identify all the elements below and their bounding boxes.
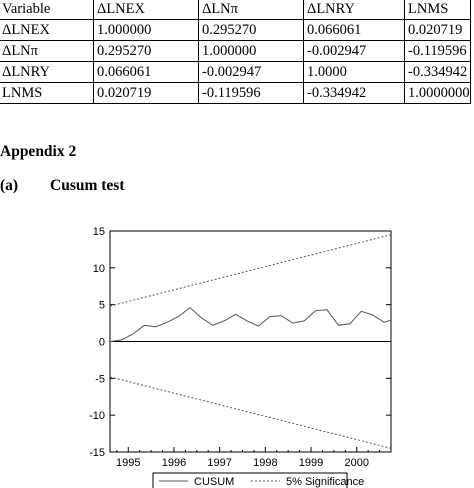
legend-label-significance: 5% Significance (286, 476, 364, 488)
table-row: ΔLNπ 0.295270 1.000000 -0.002947 -0.119596 (0, 40, 471, 62)
series-group (109, 234, 392, 449)
subsection-title: Cusum test (50, 177, 125, 194)
subsection-label: (a) (0, 177, 19, 194)
y-tick-label: 15 (93, 226, 105, 238)
x-tick-label: 1999 (299, 457, 323, 469)
lower-significance-line (109, 376, 392, 449)
table-row-label: LNMS (0, 82, 94, 104)
table-cell: 1.000000 (198, 40, 304, 62)
correlation-table: Variable ΔLNEX ΔLNπ ΔLNRY LNMS ΔLNEX 1.000000 0… (0, 0, 471, 104)
x-tick-label: 1997 (207, 457, 231, 469)
y-tick-label: 10 (93, 263, 105, 275)
y-tick-label: -15 (89, 447, 105, 459)
y-tick-label: -5 (95, 373, 105, 385)
table-header-row: Variable ΔLNEX ΔLNπ ΔLNRY LNMS (0, 0, 471, 20)
legend: CUSUM 5% Significance (152, 472, 364, 488)
table-cell: 1.0000000 (404, 82, 471, 104)
table-cell: -0.119596 (404, 40, 471, 62)
x-tick-label: 1998 (253, 457, 277, 469)
table-cell: 0.020719 (93, 82, 199, 104)
table-cell: -0.334942 (303, 82, 405, 104)
y-tick-label: 0 (99, 337, 105, 349)
x-axis-ticks: 1995 1996 1997 1998 1999 2000 (116, 447, 392, 469)
table-header-cell: Variable (0, 0, 94, 20)
y-tick-label: -10 (89, 410, 105, 422)
cusum-line (109, 306, 392, 342)
table-row: ΔLNRY 0.066061 -0.002947 1.0000 -0.334942 (0, 61, 471, 83)
table-cell: -0.119596 (198, 82, 304, 104)
table-row: ΔLNEX 1.000000 0.295270 0.066061 0.020719 (0, 19, 471, 41)
upper-significance-line (109, 234, 392, 307)
table-cell: 0.020719 (404, 19, 471, 41)
y-tick-label: 5 (99, 300, 105, 312)
table-cell: 0.295270 (198, 19, 304, 41)
legend-box (152, 472, 348, 488)
legend-label-cusum: CUSUM (194, 476, 234, 488)
x-tick-label: 1995 (116, 457, 140, 469)
table-cell: 0.066061 (303, 19, 405, 41)
x-tick-label: 2000 (344, 457, 368, 469)
table-row: LNMS 0.020719 -0.119596 -0.334942 1.0000000 (0, 82, 471, 104)
appendix-heading: Appendix 2 (0, 143, 77, 160)
x-tick-label: 1996 (162, 457, 186, 469)
y-axis-ticks: -15 -10 -5 0 5 10 15 (89, 226, 391, 459)
